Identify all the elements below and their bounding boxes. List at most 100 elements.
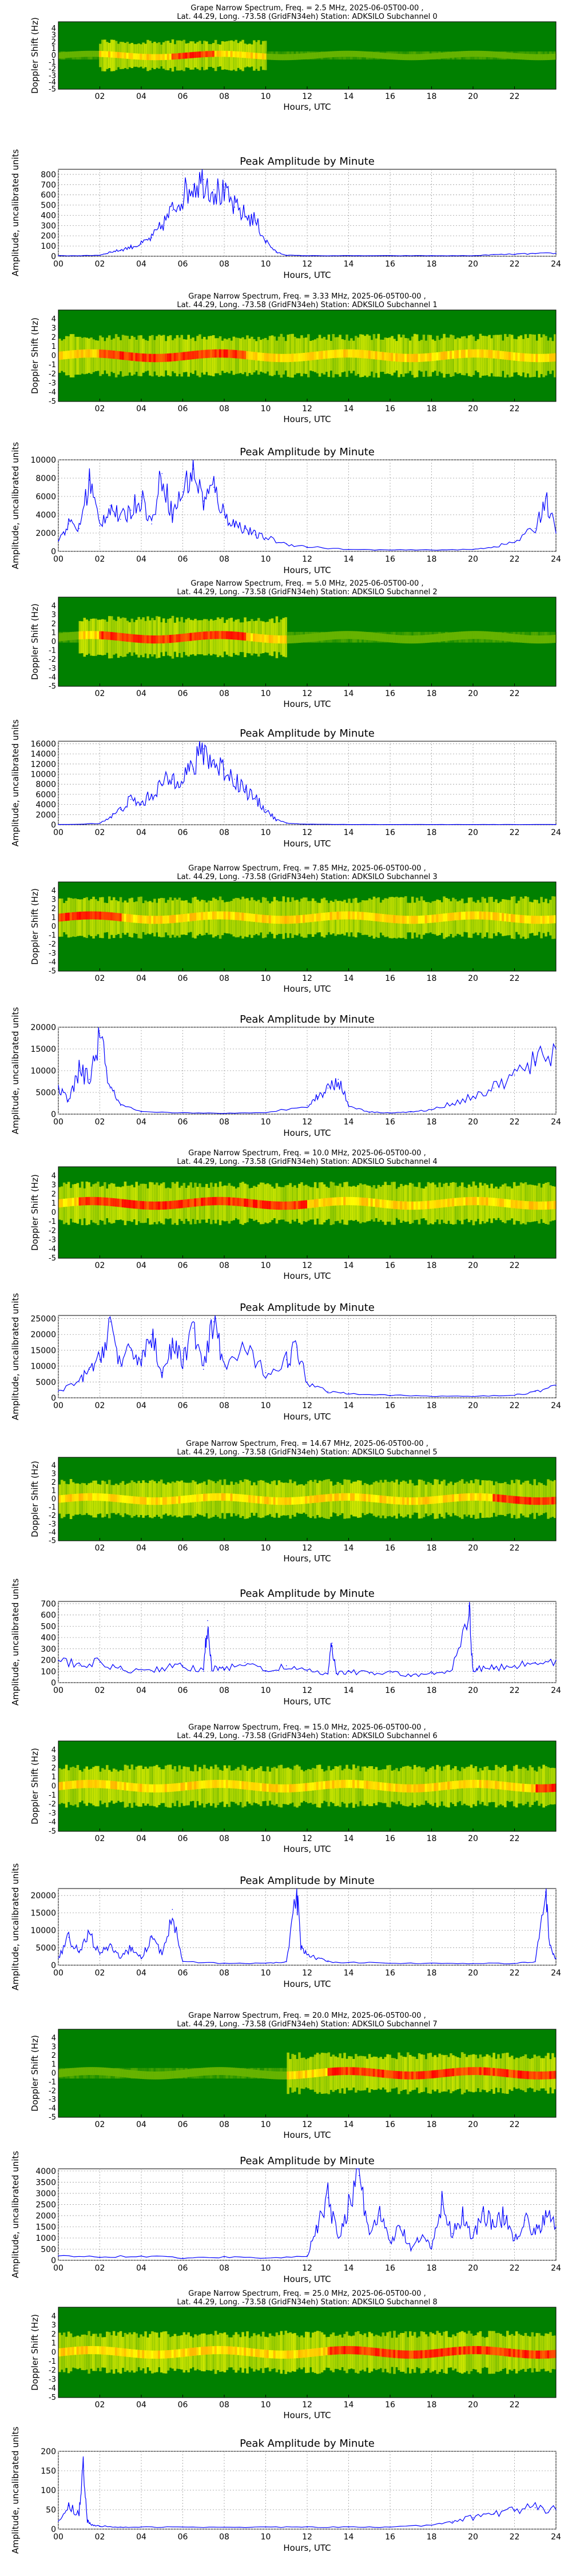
chart-title-line1: Grape Narrow Spectrum, Freq. = 5.0 MHz, … <box>190 579 423 588</box>
x-tick-label: 10 <box>261 1401 271 1410</box>
spectrogram-core <box>343 2067 346 2076</box>
spectrogram-core <box>456 2347 459 2355</box>
spectrogram-core <box>499 2068 502 2077</box>
spectrogram-core <box>277 2350 281 2359</box>
spectrogram-core <box>472 349 475 358</box>
x-tick-label: 12 <box>302 1261 312 1270</box>
x-tick-label: 14 <box>344 1686 354 1695</box>
spectrogram-core <box>372 1781 376 1790</box>
spectrogram-core <box>153 1201 156 1210</box>
data-point <box>91 2525 92 2526</box>
spectrogram-core <box>318 1198 321 1207</box>
spectrogram-core <box>300 1783 303 1792</box>
data-point <box>358 2175 360 2176</box>
spectrogram-core <box>112 632 116 641</box>
spectrogram-core <box>510 1496 514 1504</box>
spectrogram-core <box>133 53 136 59</box>
spectrogram-core <box>329 631 333 640</box>
data-point <box>493 2226 495 2228</box>
spectrogram-core <box>504 633 507 641</box>
spectrogram-core <box>92 50 95 57</box>
spectrogram-core <box>436 2349 439 2358</box>
spectrogram-core <box>112 1781 116 1790</box>
spectrogram-core <box>411 353 414 363</box>
spectrogram-core <box>142 353 145 362</box>
spectrogram-core <box>413 353 416 363</box>
spectrogram-core <box>140 1200 142 1210</box>
spectrogram-core <box>495 2068 498 2076</box>
x-axis-label: Hours, UTC <box>283 1128 331 1138</box>
spectrogram-core <box>398 2350 400 2359</box>
data-point <box>86 2521 88 2522</box>
spectrogram-core <box>151 2071 154 2080</box>
spectrogram-core <box>97 631 100 639</box>
spectrogram-core <box>140 1497 142 1505</box>
spectrogram-core <box>251 1199 253 1208</box>
spectrogram-core <box>187 2069 190 2077</box>
x-tick-label: 00 <box>53 1969 63 1978</box>
y-tick-label: 3 <box>51 1181 56 1190</box>
spectrogram-core <box>519 1200 523 1209</box>
spectrogram-core <box>65 913 68 921</box>
spectrogram-core <box>404 2071 407 2080</box>
spectrogram-core <box>182 53 186 59</box>
x-tick-label: 08 <box>219 2533 229 2542</box>
spectrogram-core <box>246 2348 249 2356</box>
spectrogram-core <box>300 1496 303 1504</box>
spectrogram-core <box>420 635 423 643</box>
spectrogram-core <box>156 1784 158 1793</box>
spectrogram-core <box>549 353 552 362</box>
spectrogram-core <box>216 2067 220 2076</box>
spectrogram-core <box>440 1199 443 1208</box>
spectrogram-core <box>413 2350 416 2359</box>
spectrogram-core <box>382 1782 385 1791</box>
spectrogram-core <box>395 353 398 362</box>
spectrogram-core <box>470 1196 473 1206</box>
spectrogram-core <box>97 50 100 57</box>
spectrogram-core <box>160 54 163 61</box>
spectrogram-core <box>173 1200 177 1209</box>
spectrogram-core <box>431 1783 435 1792</box>
spectrogram-core <box>76 2068 80 2076</box>
data-point <box>451 2233 453 2234</box>
spectrogram-core <box>361 1493 364 1501</box>
spectrogram-core <box>379 352 383 360</box>
spectrogram-core <box>268 1497 272 1505</box>
spectrogram-core <box>408 635 412 644</box>
spectrogram-core <box>171 2350 174 2358</box>
spectrogram-core <box>112 2068 116 2077</box>
spectrogram-core <box>424 915 428 924</box>
x-tick-label: 08 <box>219 555 229 564</box>
spectrogram-core <box>345 911 348 920</box>
data-point <box>285 1961 287 1962</box>
spectrogram-core <box>156 916 158 924</box>
spectrogram-core <box>230 349 233 358</box>
y-tick-label: -3 <box>49 1809 56 1818</box>
spectrogram-core <box>101 2346 104 2355</box>
y-tick-label: -1 <box>49 1791 56 1800</box>
spectrogram-core <box>411 54 414 61</box>
spectrogram-core <box>239 912 242 921</box>
spectrogram-core <box>108 631 111 640</box>
spectrogram-core <box>379 2069 383 2078</box>
spectrogram-core <box>266 1497 269 1505</box>
x-tick-label: 02 <box>95 828 105 837</box>
spectrogram-core <box>465 349 468 358</box>
y-tick-label: -3 <box>49 2096 56 2104</box>
spectrogram-core <box>524 1497 527 1505</box>
spectrogram-core <box>291 2350 294 2359</box>
x-tick-label: 20 <box>468 404 478 414</box>
spectrogram-core <box>490 2347 493 2355</box>
spectrogram-core <box>434 2349 437 2358</box>
data-point <box>161 784 163 785</box>
spectrogram-core <box>212 911 215 920</box>
spectrogram-core <box>535 353 538 363</box>
spectrogram-core <box>443 52 446 59</box>
spectrogram-core <box>533 916 537 924</box>
spectrogram-core <box>280 1784 283 1793</box>
spectrogram-core <box>379 2348 383 2357</box>
spectrogram-core <box>504 1782 507 1790</box>
spectrogram-core <box>244 1198 247 1207</box>
spectrogram-core <box>212 50 215 57</box>
spectrogram-core <box>178 2070 181 2078</box>
